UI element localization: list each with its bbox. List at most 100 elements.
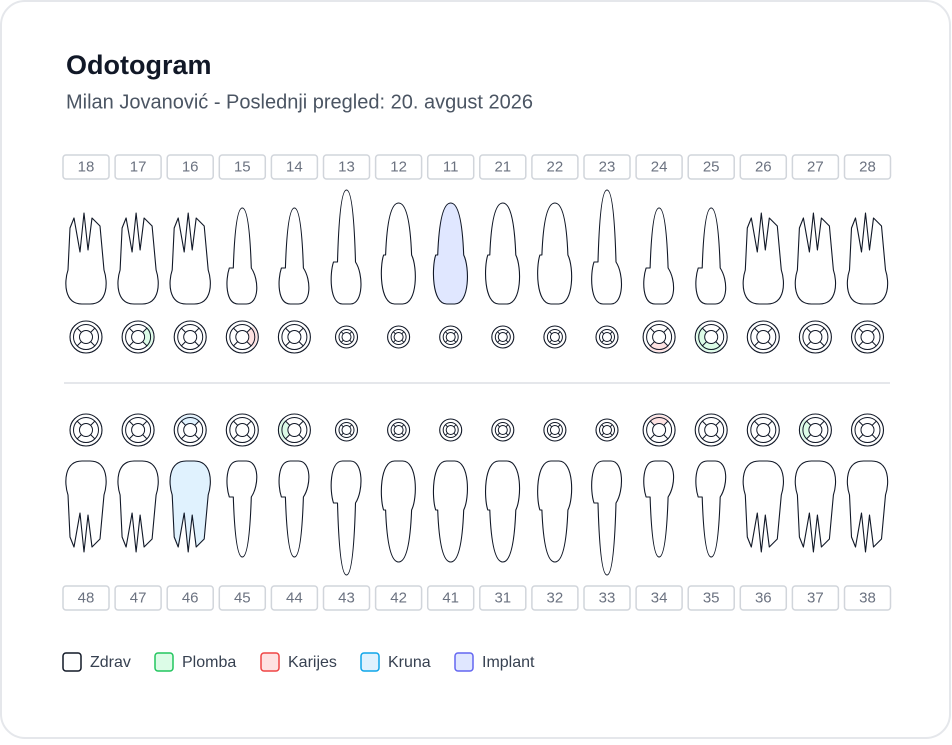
marker-inner: [750, 324, 777, 350]
tooth-number: 15: [234, 158, 251, 175]
marker-divider: [871, 434, 877, 440]
marker-divider: [715, 341, 721, 347]
marker-divider: [194, 327, 200, 333]
tooth-number: 47: [130, 589, 147, 606]
tooth-number: 22: [547, 158, 564, 175]
marker-inner: [802, 324, 829, 350]
marker-divider: [90, 420, 96, 426]
marker-divider: [715, 327, 721, 333]
number-box: [374, 154, 423, 180]
tooth-shape: [794, 212, 837, 305]
tooth-shape: [537, 460, 573, 563]
number-box: [531, 585, 579, 611]
marker-divider: [649, 434, 655, 440]
marker-divider: [754, 341, 760, 347]
tooth: [278, 460, 310, 558]
marker-divider: [194, 434, 200, 440]
tooth-number: 17: [130, 158, 147, 175]
marker-divider: [142, 420, 148, 426]
surface: [648, 415, 670, 426]
number-box: [531, 154, 579, 180]
marker-divider: [194, 420, 200, 426]
legend-label: Implant: [482, 654, 535, 671]
marker-divider: [819, 434, 825, 440]
marker-center: [549, 332, 560, 342]
tooth-number: 24: [651, 158, 668, 175]
number-box: [583, 585, 631, 611]
tooth: [537, 202, 573, 305]
marker-center: [445, 332, 456, 342]
tooth-number: 16: [182, 158, 199, 175]
marker-center: [287, 423, 302, 437]
tooth-number: 46: [182, 589, 199, 606]
tooth: [432, 460, 468, 563]
tooth-number: 43: [338, 589, 355, 606]
marker-divider: [90, 327, 96, 333]
marker-divider: [754, 327, 760, 333]
marker-divider: [128, 434, 134, 440]
marker-divider: [871, 341, 877, 347]
tooth-number: 44: [286, 589, 303, 606]
tooth: [65, 212, 107, 305]
tooth-shape: [380, 460, 416, 563]
tooth-number: 42: [390, 589, 407, 606]
tooth-number: 45: [234, 589, 251, 606]
tooth-shape: [794, 460, 837, 553]
legend-label: Kruna: [388, 654, 431, 671]
marker-divider: [819, 341, 825, 347]
marker-center: [79, 423, 93, 437]
marker-center: [341, 425, 352, 435]
tooth-number: 13: [338, 158, 355, 175]
tooth-shape: [330, 189, 362, 305]
marker-divider: [702, 327, 707, 333]
tooth-number: 48: [78, 589, 95, 606]
tooth-number: 36: [755, 589, 772, 606]
tooth-number: 21: [494, 158, 511, 175]
surface: [179, 415, 201, 426]
marker-inner: [177, 417, 204, 443]
marker-inner: [338, 329, 355, 345]
marker-divider: [649, 341, 655, 347]
marker-divider: [715, 420, 721, 426]
marker-center: [602, 332, 612, 342]
marker-divider: [663, 327, 669, 333]
marker-inner: [646, 417, 673, 443]
number-box: [583, 154, 631, 180]
marker-inner: [546, 329, 563, 345]
marker-center: [549, 425, 560, 435]
marker-divider: [767, 434, 773, 440]
tooth-shape: [643, 460, 675, 558]
tooth-number: 37: [807, 589, 824, 606]
marker-inner: [125, 417, 152, 443]
marker-divider: [298, 434, 304, 440]
tooth: [330, 189, 362, 305]
marker-center: [445, 425, 456, 435]
tooth: [330, 460, 362, 576]
tooth-shape: [484, 202, 521, 305]
legend-swatch: [62, 652, 82, 672]
tooth-shape: [169, 212, 211, 305]
surface: [700, 341, 722, 352]
tooth: [169, 460, 211, 553]
tooth-shape: [695, 207, 727, 305]
marker-divider: [142, 327, 148, 333]
tooth-shape: [742, 460, 784, 553]
marker-divider: [246, 420, 252, 426]
marker-center: [652, 330, 667, 344]
marker-divider: [181, 341, 186, 347]
number-box: [218, 154, 267, 180]
tooth-number: 35: [703, 589, 720, 606]
marker-divider: [663, 420, 669, 426]
tooth-number: 14: [286, 158, 303, 175]
marker-divider: [505, 432, 509, 436]
tooth-shape: [226, 207, 258, 305]
tooth: [432, 202, 468, 305]
tooth: [846, 460, 889, 553]
marker-divider: [806, 341, 812, 347]
marker-divider: [246, 327, 252, 333]
number-box: [739, 154, 788, 180]
tooth-shape: [117, 460, 159, 553]
tooth-shape: [846, 460, 889, 553]
surface: [142, 326, 154, 348]
marker-divider: [233, 341, 239, 347]
